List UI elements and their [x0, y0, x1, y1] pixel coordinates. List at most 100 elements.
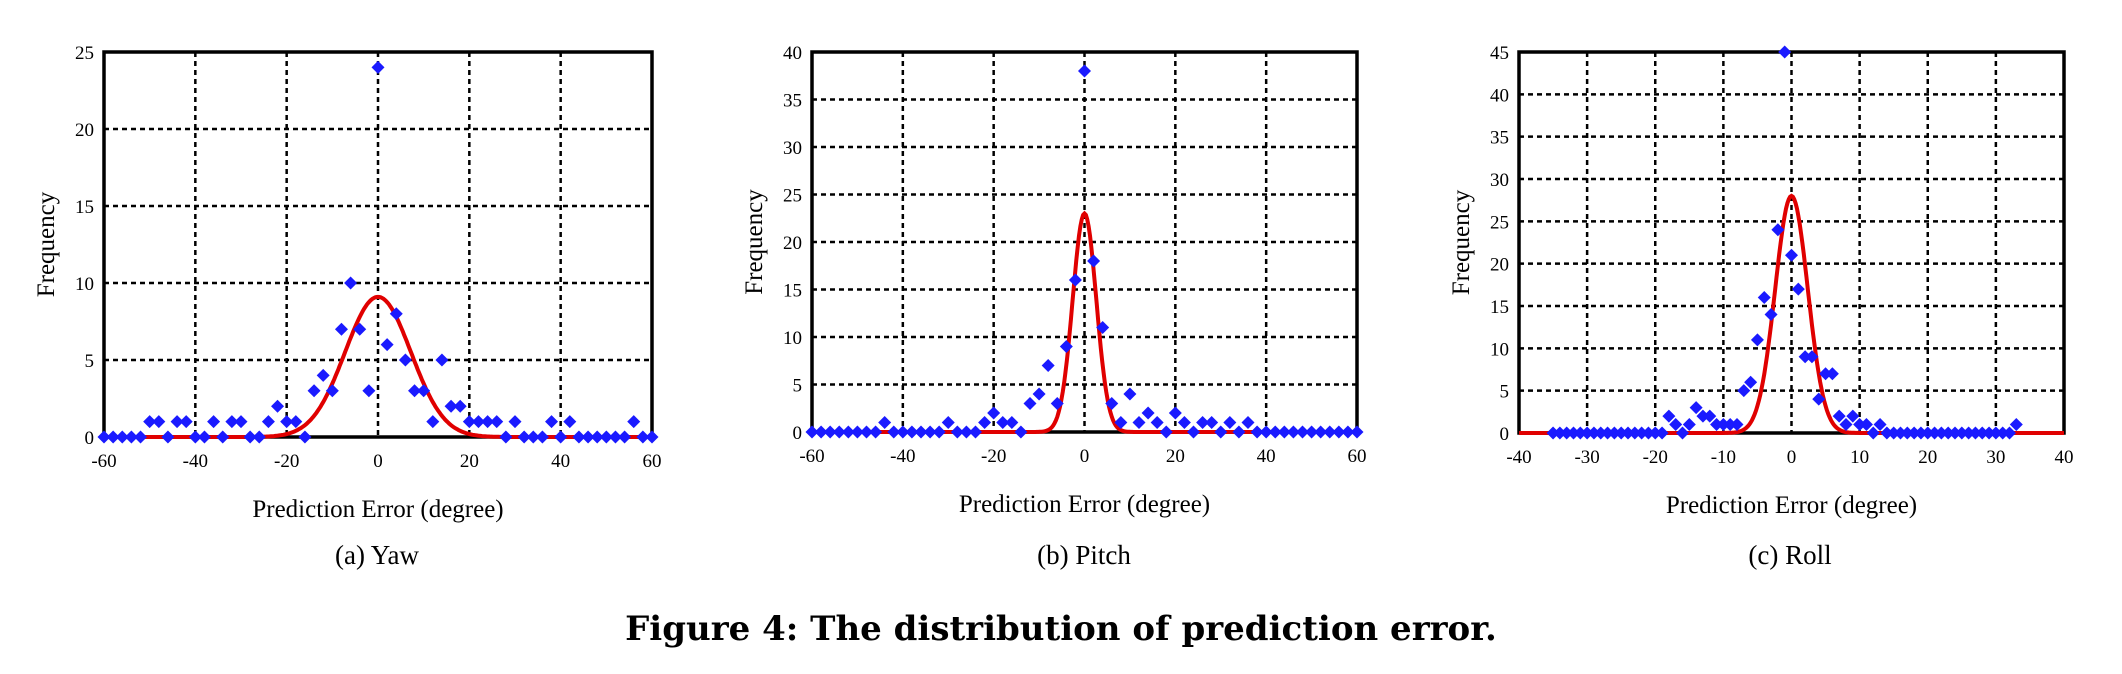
- data-point: [1825, 367, 1839, 381]
- x-tick-label: -60: [91, 451, 116, 472]
- data-point: [599, 430, 613, 444]
- x-tick-label: -30: [1574, 447, 1599, 468]
- data-point: [1168, 406, 1182, 420]
- data-point: [508, 415, 522, 429]
- data-point: [850, 425, 864, 439]
- data-point: [1757, 291, 1771, 305]
- chart-pitch: -60 -40 -20 0 20 40 60 0 5 10 15 20 25 30 35 40 Predicti…: [741, 43, 1367, 570]
- data-point: [1662, 409, 1676, 423]
- data-point: [161, 430, 175, 444]
- data-point: [1250, 425, 1264, 439]
- data-point: [1123, 387, 1137, 401]
- x-axis-label: Prediction Error (degree): [252, 496, 503, 523]
- data-point: [1223, 416, 1237, 429]
- y-tick-label: 30: [1490, 170, 1509, 191]
- y-tick-label: 20: [75, 120, 94, 141]
- data-point: [526, 430, 540, 444]
- data-point: [932, 425, 946, 439]
- data-point: [289, 415, 303, 429]
- data-point: [1676, 426, 1689, 440]
- data-point: [814, 425, 828, 439]
- data-point: [1014, 425, 1028, 439]
- data-point: [1314, 425, 1328, 439]
- data-point: [344, 276, 358, 290]
- data-point: [1764, 307, 1778, 321]
- data-point: [243, 430, 257, 444]
- data-point: [1096, 321, 1110, 334]
- y-axis-label: Frequency: [1448, 189, 1475, 295]
- data-point: [1567, 426, 1580, 440]
- y-tick-label: 5: [1500, 382, 1510, 403]
- data-point: [1078, 64, 1091, 78]
- data-point: [1962, 426, 1976, 440]
- data-point: [905, 425, 919, 439]
- data-point: [1798, 350, 1812, 364]
- y-tick-label: 5: [85, 351, 95, 372]
- data-point: [1350, 425, 1364, 439]
- plot-frame: [810, 50, 1359, 434]
- data-point: [941, 416, 955, 429]
- data-point: [978, 416, 992, 429]
- data-point: [572, 430, 586, 444]
- data-point: [1771, 223, 1785, 237]
- data-point: [207, 415, 221, 429]
- data-point: [1594, 426, 1608, 440]
- data-point: [462, 415, 476, 429]
- data-point: [1873, 418, 1887, 432]
- data-point: [1296, 425, 1309, 439]
- data-point: [1614, 426, 1628, 440]
- data-point: [408, 384, 422, 398]
- data-point: [805, 425, 819, 439]
- data-point: [1259, 425, 1273, 439]
- chart-yaw: -60 -40 -20 0 20 40 60 0 5 10 15 20 25 Prediction Err…: [33, 43, 662, 570]
- x-tick-label: 40: [1257, 446, 1276, 467]
- plot-frame: [1517, 50, 2066, 435]
- data-point: [627, 415, 641, 429]
- y-tick-label: 35: [783, 91, 802, 112]
- data-point: [1887, 426, 1901, 440]
- data-point: [1032, 387, 1046, 401]
- data-point: [1853, 418, 1867, 432]
- data-point: [1114, 416, 1128, 429]
- data-point: [1859, 418, 1873, 432]
- x-tick-label: -60: [799, 446, 824, 467]
- data-point: [1982, 426, 1996, 440]
- data-point: [1723, 418, 1737, 432]
- data-point: [1580, 426, 1594, 440]
- data-point: [1832, 409, 1846, 423]
- data-point: [490, 415, 504, 429]
- data-point: [1921, 426, 1935, 440]
- y-tick-label: 45: [1490, 43, 1509, 64]
- data-point: [1177, 416, 1191, 429]
- x-tick-label: 20: [460, 451, 479, 472]
- data-point: [1601, 426, 1615, 440]
- data-point: [1560, 426, 1574, 440]
- data-point: [280, 415, 294, 429]
- data-point: [590, 430, 604, 444]
- data-point: [389, 307, 403, 321]
- data-point: [1105, 397, 1119, 410]
- data-point: [636, 430, 650, 444]
- data-point: [1928, 426, 1942, 440]
- data-point: [1305, 425, 1319, 439]
- y-tick-label: 0: [85, 428, 95, 449]
- data-point: [535, 430, 549, 444]
- data-point: [1641, 426, 1655, 440]
- data-point: [618, 430, 632, 444]
- y-tick-label: 20: [783, 233, 802, 254]
- y-tick-label: 25: [1490, 212, 1509, 233]
- data-point: [124, 430, 138, 444]
- data-point: [1587, 426, 1601, 440]
- data-point: [234, 415, 248, 429]
- data-point: [959, 425, 973, 439]
- data-point: [1059, 340, 1073, 353]
- x-tick-label: -20: [1643, 447, 1668, 468]
- data-point: [271, 399, 285, 413]
- data-point: [435, 353, 449, 367]
- y-tick-label: 40: [783, 43, 802, 64]
- data-point: [554, 430, 568, 444]
- chart-roll: -40 -30 -20 -10 0 10 20 30 40 0 5 10 15 20 25 30 35 40 45 P…: [1448, 43, 2074, 570]
- data-point: [1323, 425, 1337, 439]
- data-point: [2003, 426, 2016, 440]
- data-point: [316, 368, 330, 382]
